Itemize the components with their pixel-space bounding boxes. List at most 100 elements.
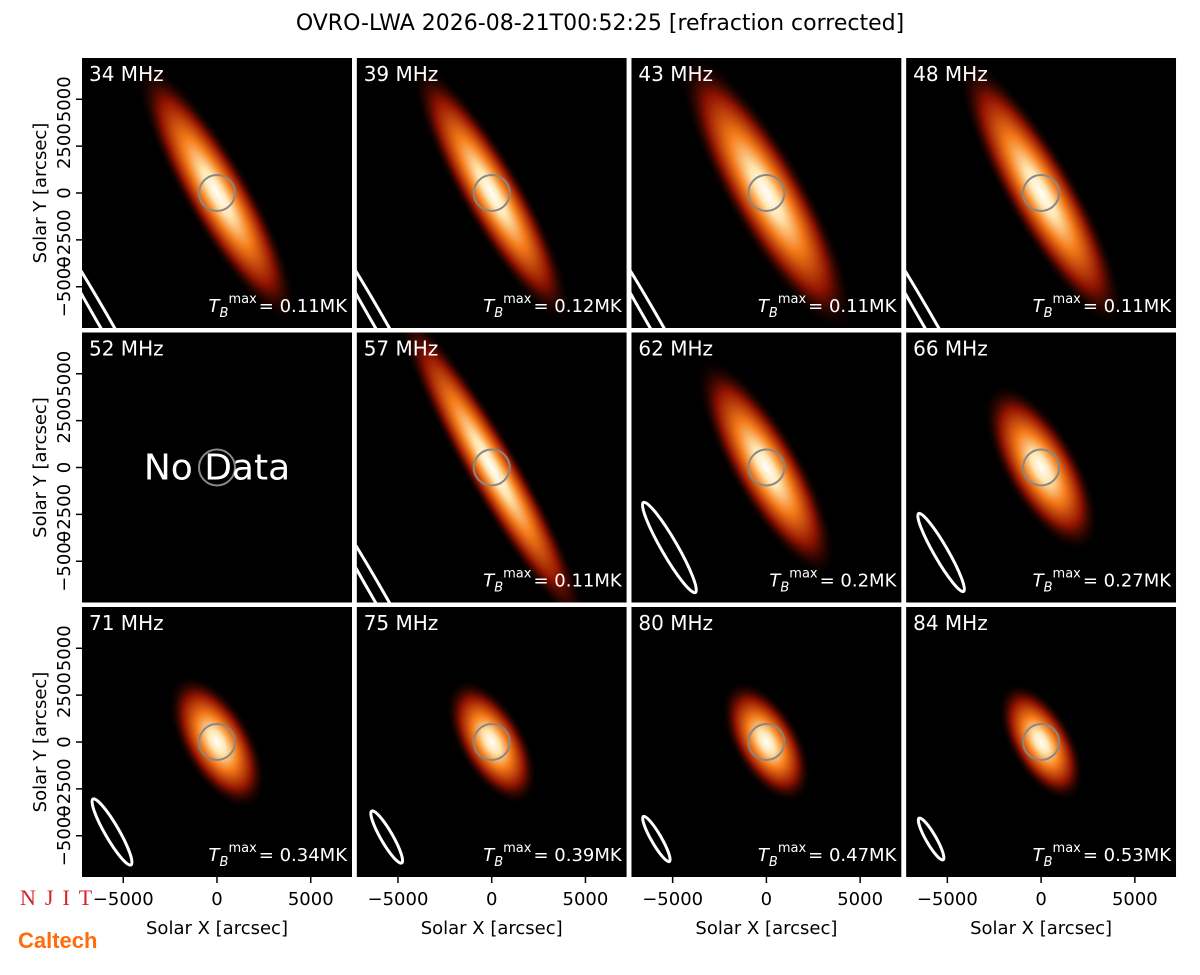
y-tick-label: 2500 — [54, 398, 75, 444]
emission — [411, 62, 572, 324]
panel: 57 MHz TBmax = 0.11MK — [356, 332, 627, 603]
panel: 39 MHz TBmax = 0.12MK — [356, 58, 627, 328]
emission — [721, 680, 812, 804]
tb-sub: B — [494, 855, 503, 870]
tb-symbol: T — [1033, 571, 1046, 592]
x-axis-label: Solar X [arcsec] — [970, 918, 1112, 939]
panel-frequency: 80 MHz — [638, 611, 713, 635]
emission — [396, 332, 588, 603]
y-tick-label: 0 — [54, 736, 75, 747]
tb-symbol: T — [483, 296, 496, 317]
x-axis-label: Solar X [arcsec] — [421, 918, 563, 939]
tb-sup: max — [1053, 292, 1082, 307]
emission — [445, 679, 538, 805]
panel-image — [356, 607, 627, 877]
solar-limb — [1022, 448, 1061, 487]
y-tick-label: −2500 — [54, 484, 75, 545]
tb-sub: B — [780, 581, 789, 596]
panel-image — [631, 58, 902, 328]
x-tick-label: −5000 — [368, 889, 429, 910]
tb-value: = 0.11MK — [808, 296, 897, 317]
panel-image — [906, 332, 1177, 603]
tb-sub: B — [1044, 855, 1053, 870]
beam — [356, 216, 436, 328]
y-axis-label: Solar Y [arcsec] — [30, 672, 51, 813]
emission — [136, 61, 298, 325]
x-tick-label: 0 — [1035, 889, 1046, 910]
tb-symbol: T — [209, 845, 222, 866]
x-tick-label: 5000 — [837, 889, 883, 910]
solar-limb — [198, 448, 236, 487]
tb-sup: max — [503, 292, 532, 307]
tb-sub: B — [769, 855, 778, 870]
y-tick-label: 0 — [54, 187, 75, 198]
tb-sub: B — [494, 581, 503, 596]
x-tick-label: −5000 — [93, 889, 154, 910]
y-axis-label: Solar Y [arcsec] — [30, 397, 51, 538]
panel-frequency: 52 MHz — [89, 337, 164, 361]
y-tick-label: −2500 — [54, 758, 75, 819]
emission — [696, 357, 837, 578]
tb-value: = 0.47MK — [808, 845, 897, 866]
tb-sup: max — [503, 567, 532, 582]
tb-sup: max — [228, 292, 257, 307]
tb-sub: B — [220, 306, 229, 321]
tb-value: = 0.11MK — [259, 296, 348, 317]
tb-sup: max — [1053, 567, 1082, 582]
x-tick-label: 0 — [486, 889, 497, 910]
panel-image — [82, 607, 352, 877]
beam — [631, 216, 711, 328]
panel-image — [356, 58, 627, 328]
emission — [983, 383, 1099, 552]
solar-limb — [747, 174, 786, 212]
beam — [916, 511, 966, 594]
tb-max: TBmax = 0.12MK — [483, 292, 623, 321]
tb-symbol: T — [769, 571, 782, 592]
beam — [640, 500, 698, 595]
emission — [957, 58, 1125, 328]
tb-max: TBmax = 0.2MK — [769, 567, 897, 596]
y-tick-label: −2500 — [54, 209, 75, 270]
panel-image — [356, 332, 627, 603]
x-tick-label: −5000 — [917, 889, 978, 910]
tb-sup: max — [228, 841, 257, 856]
tb-max: TBmax = 0.34MK — [209, 841, 349, 870]
panel-image — [631, 607, 902, 877]
tb-value: = 0.39MK — [533, 845, 622, 866]
beam — [916, 816, 946, 862]
logo-njit: NJIT — [20, 885, 101, 910]
tb-sub: B — [1044, 306, 1053, 321]
panel-image — [906, 607, 1177, 877]
tb-sup: max — [503, 841, 532, 856]
tb-sub: B — [220, 855, 229, 870]
figure-title: OVRO-LWA 2026-08-21T00:52:25 [refraction… — [296, 11, 904, 36]
y-tick-label: 2500 — [54, 123, 75, 169]
panel-image — [82, 58, 352, 328]
panel-frequency: 71 MHz — [89, 611, 164, 635]
no-data: No Data — [144, 448, 290, 489]
x-axis-label: Solar X [arcsec] — [695, 918, 837, 939]
tb-max: TBmax = 0.11MK — [758, 292, 898, 321]
logo-caltech: Caltech — [18, 928, 97, 953]
tb-symbol: T — [209, 296, 222, 317]
panel-frequency: 34 MHz — [89, 62, 164, 86]
panel-frequency: 39 MHz — [364, 62, 439, 86]
panel-image — [82, 332, 352, 603]
x-tick-label: 0 — [761, 889, 772, 910]
tb-sup: max — [789, 567, 818, 582]
y-axis-label: Solar Y [arcsec] — [30, 123, 51, 264]
solar-limb — [472, 723, 511, 761]
emission — [998, 682, 1085, 802]
tb-symbol: T — [1033, 296, 1046, 317]
tb-symbol: T — [483, 845, 496, 866]
beam — [90, 797, 134, 867]
tb-sup: max — [778, 841, 807, 856]
panel-frequency: 75 MHz — [364, 611, 439, 635]
y-tick-label: 2500 — [54, 672, 75, 718]
solar-limb — [472, 448, 511, 487]
panel-frequency: 43 MHz — [638, 62, 713, 86]
panel-image — [631, 332, 902, 603]
